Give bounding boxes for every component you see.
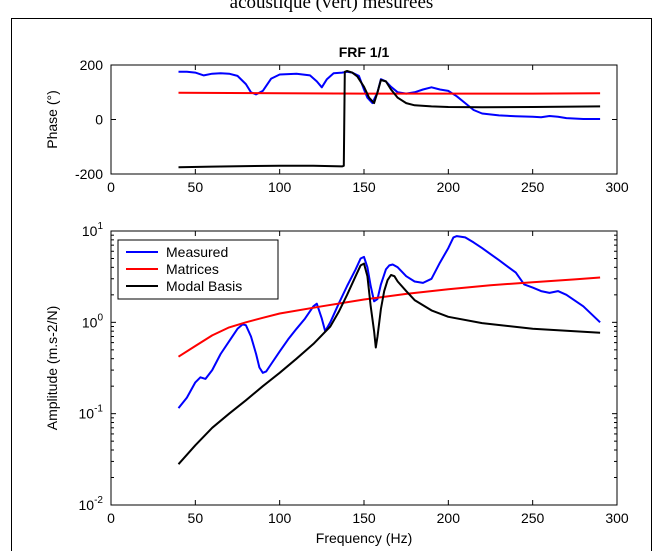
series-line-measured bbox=[177, 235, 601, 409]
x-axis-label: Frequency (Hz) bbox=[316, 530, 412, 546]
series-line-modal-basis bbox=[177, 262, 601, 465]
legend-label-matrices: Matrices bbox=[166, 261, 219, 277]
x-tick-label: 200 bbox=[437, 510, 461, 526]
y-tick-label: 100 bbox=[82, 312, 104, 330]
y-tick-label: -200 bbox=[75, 166, 103, 182]
plot-area bbox=[110, 64, 618, 175]
series-line-matrices bbox=[178, 91, 601, 95]
x-tick-label: 150 bbox=[352, 179, 376, 195]
legend-label-modal-basis: Modal Basis bbox=[166, 278, 242, 294]
x-tick-label: 250 bbox=[521, 510, 545, 526]
figure-frame bbox=[11, 18, 652, 551]
y-tick-label: 10-2 bbox=[79, 495, 104, 513]
x-tick-label: 200 bbox=[437, 179, 461, 195]
x-tick-label: 100 bbox=[268, 179, 292, 195]
series-line-matrices bbox=[177, 276, 601, 358]
x-tick-label: 150 bbox=[352, 510, 376, 526]
y-axis-label: Phase (°) bbox=[44, 90, 60, 149]
x-tick-label: 300 bbox=[605, 510, 629, 526]
legend-label-measured: Measured bbox=[166, 244, 228, 260]
x-tick-label: 300 bbox=[605, 179, 629, 195]
y-axis-label: Amplitude (m.s-2/N) bbox=[44, 306, 60, 430]
x-tick-label: 250 bbox=[521, 179, 545, 195]
y-tick-label: 10-1 bbox=[79, 404, 104, 422]
x-tick-label: 50 bbox=[188, 510, 204, 526]
x-tick-label: 0 bbox=[107, 510, 115, 526]
series-line-modal-basis bbox=[178, 70, 601, 169]
y-tick-label: 200 bbox=[80, 57, 104, 73]
y-tick-label: 0 bbox=[95, 112, 103, 128]
x-tick-label: 50 bbox=[188, 179, 204, 195]
x-tick-label: 100 bbox=[268, 510, 292, 526]
x-tick-label: 0 bbox=[107, 179, 115, 195]
series-line-measured bbox=[178, 70, 601, 120]
figure-caption: acoustique (vert) mesurées bbox=[229, 0, 434, 13]
chart-title: FRF 1/1 bbox=[339, 44, 390, 60]
y-tick-label: 101 bbox=[82, 221, 104, 239]
